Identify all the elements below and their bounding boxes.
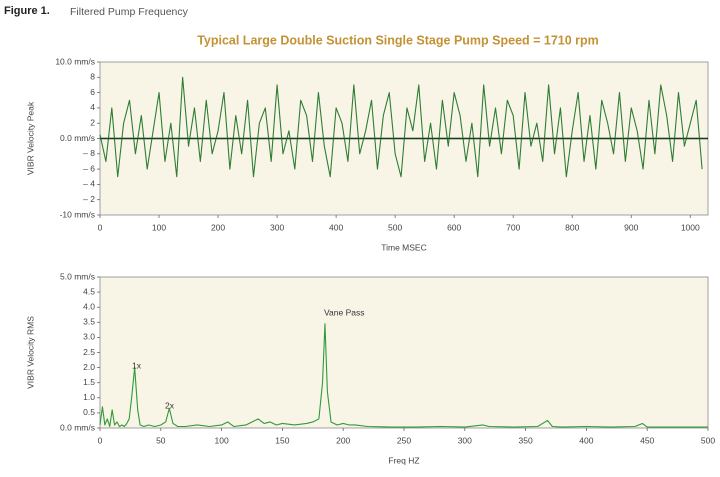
x-tick-label: 500 bbox=[701, 435, 715, 445]
y-tick-label: 1.5 bbox=[83, 377, 95, 387]
figure-label: Figure 1. bbox=[4, 5, 50, 17]
y-tick-label: – 2 bbox=[83, 194, 95, 204]
x-tick-label: 300 bbox=[458, 435, 472, 445]
y-tick-label: – 4 bbox=[83, 179, 95, 189]
y-tick-label: 0.0 mm/s bbox=[60, 133, 95, 143]
plot-area bbox=[99, 276, 709, 429]
x-tick-label: 900 bbox=[624, 222, 638, 232]
x-axis-label: Freq HZ bbox=[388, 455, 419, 465]
y-tick-label: 8 bbox=[90, 72, 95, 82]
y-tick-label: 2 bbox=[90, 117, 95, 127]
y-tick-label: – 6 bbox=[83, 163, 95, 173]
x-tick-label: 100 bbox=[152, 222, 166, 232]
x-tick-label: 0 bbox=[98, 435, 103, 445]
y-tick-label: 0.0 mm/s bbox=[60, 422, 95, 432]
y-tick-label: 4.0 bbox=[83, 301, 95, 311]
x-tick-label: 200 bbox=[211, 222, 225, 232]
figure-caption: Filtered Pump Frequency bbox=[70, 6, 189, 18]
x-tick-label: 300 bbox=[270, 222, 284, 232]
y-tick-label: 2.0 bbox=[83, 362, 95, 372]
y-tick-label: 1.0 bbox=[83, 392, 95, 402]
y-tick-label: 4 bbox=[90, 102, 95, 112]
x-tick-label: 700 bbox=[506, 222, 520, 232]
x-tick-label: 600 bbox=[447, 222, 461, 232]
y-tick-label: 4.5 bbox=[83, 286, 95, 296]
annotation: 2x bbox=[165, 400, 175, 410]
y-tick-label: 6 bbox=[90, 87, 95, 97]
x-tick-label: 0 bbox=[98, 222, 103, 232]
x-tick-label: 150 bbox=[275, 435, 289, 445]
x-tick-label: 400 bbox=[579, 435, 593, 445]
y-tick-label: – 8 bbox=[83, 148, 95, 158]
y-tick-label: 5.0 mm/s bbox=[60, 271, 95, 281]
y-tick-label: 3.5 bbox=[83, 317, 95, 327]
annotation: 1x bbox=[132, 360, 142, 370]
y-tick-label: 10.0 mm/s bbox=[55, 56, 95, 66]
x-tick-label: 250 bbox=[397, 435, 411, 445]
y-tick-label: 3.0 bbox=[83, 332, 95, 342]
data-line bbox=[99, 323, 708, 428]
x-tick-label: 400 bbox=[329, 222, 343, 232]
y-axis-label: VIBR Velocity RMS bbox=[25, 316, 35, 389]
x-tick-label: 50 bbox=[156, 435, 166, 445]
data-line bbox=[99, 76, 703, 178]
x-tick-label: 350 bbox=[519, 435, 533, 445]
x-tick-label: 500 bbox=[388, 222, 402, 232]
x-axis-label: Time MSEC bbox=[381, 242, 427, 252]
y-tick-label: 2.5 bbox=[83, 347, 95, 357]
chart-title: Typical Large Double Suction Single Stag… bbox=[197, 33, 599, 47]
x-tick-label: 800 bbox=[565, 222, 579, 232]
x-tick-label: 100 bbox=[215, 435, 229, 445]
x-tick-label: 200 bbox=[336, 435, 350, 445]
y-axis-label: VIBR Velocity Peak bbox=[25, 101, 35, 175]
x-tick-label: 1000 bbox=[681, 222, 700, 232]
x-tick-label: 450 bbox=[640, 435, 654, 445]
y-tick-label: -10 mm/s bbox=[60, 209, 95, 219]
annotation: Vane Pass bbox=[324, 307, 364, 317]
y-tick-label: 0.5 bbox=[83, 407, 95, 417]
